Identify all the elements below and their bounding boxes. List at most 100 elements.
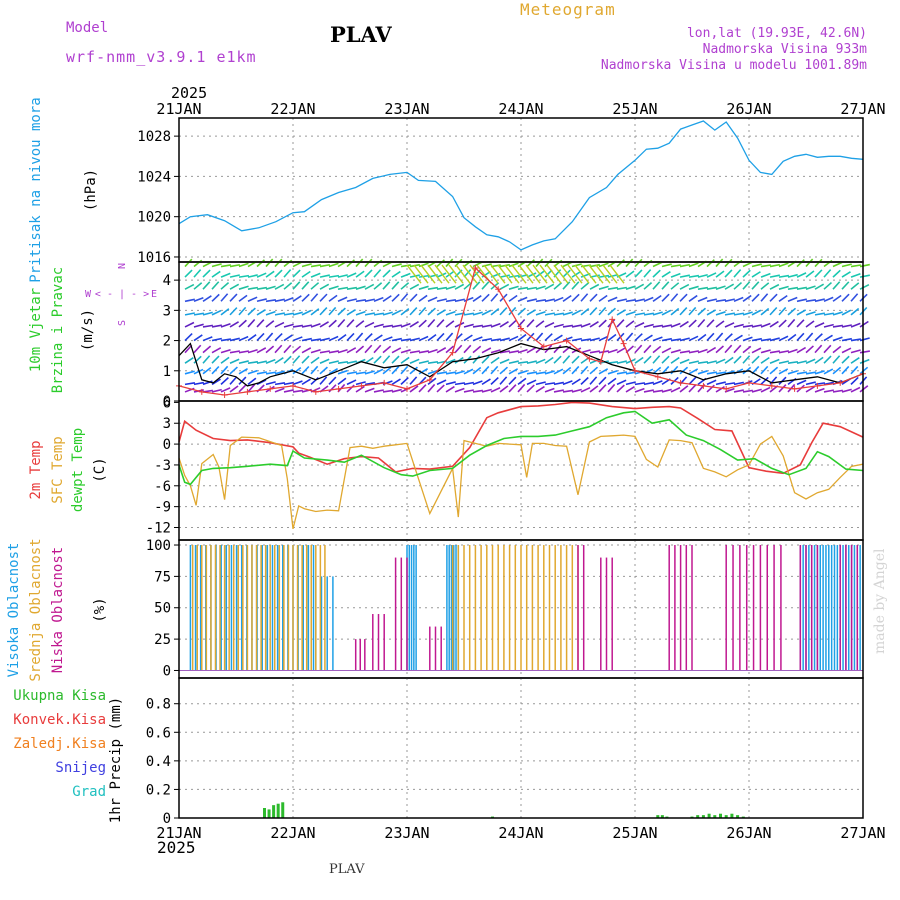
wind-arrow <box>445 298 457 303</box>
wind-arrow <box>560 264 576 284</box>
wind-arrow <box>526 286 537 290</box>
wind-arrow <box>544 333 553 342</box>
precip-legend-1: Konvek.Kisa <box>13 712 106 728</box>
wind-arrow <box>679 293 688 302</box>
wind-arrow <box>292 269 301 278</box>
wind-arrow <box>688 306 697 316</box>
wind-arrow <box>580 322 591 328</box>
wind-arrow <box>733 312 744 316</box>
wind-arrow <box>778 360 789 365</box>
x-tick-top: 21JAN <box>156 100 201 118</box>
wind-arrow <box>796 371 807 375</box>
wind-arrow <box>724 333 733 342</box>
wind-arrow <box>805 371 816 375</box>
wind-arrow <box>472 295 482 302</box>
wind-arrow <box>526 371 537 375</box>
temp-legend-2m: 2m Temp <box>28 440 44 499</box>
wind-arrow <box>571 263 582 268</box>
wind-arrow <box>724 344 733 354</box>
panel-precip: 0 0.2 0.4 0.6 0.8 <box>146 677 864 827</box>
wind-arrow <box>841 347 852 354</box>
wind-arrow <box>580 349 591 354</box>
wind-arrow <box>706 332 715 342</box>
wind-arrow <box>580 376 589 385</box>
wind-arrow <box>814 298 825 303</box>
wind-arrow <box>355 298 367 303</box>
wind-arrow <box>841 309 852 316</box>
wind-arrow <box>472 336 483 342</box>
wind-arrow <box>562 269 571 278</box>
wind-arrow <box>265 285 276 290</box>
precip-legend-4: Grad <box>72 784 106 800</box>
wind-arrow <box>490 356 500 364</box>
wind-arrow <box>588 264 604 284</box>
y-tick-label: 0.2 <box>146 782 171 798</box>
wind-arrow <box>580 282 590 290</box>
wind-arrow <box>274 344 283 354</box>
y-tick-label: 0.8 <box>146 697 171 713</box>
wind-arrow <box>832 294 842 302</box>
wind-arrow <box>805 358 816 364</box>
wind-arrow <box>382 345 392 354</box>
wind-arrow <box>859 358 870 364</box>
y-tick-label: 1 <box>163 364 171 380</box>
wind-arrow <box>688 274 700 278</box>
wind-arrow <box>832 345 842 354</box>
wind-arrow <box>274 312 285 316</box>
wind-arrow <box>553 344 562 354</box>
wind-arrow <box>481 324 492 328</box>
wind-arrow <box>382 389 394 393</box>
wind-arrow <box>184 333 193 342</box>
wind-arrow <box>283 259 293 268</box>
wind-arrow <box>193 323 204 328</box>
wind-arrow <box>193 312 205 316</box>
wind-arrow <box>256 298 267 303</box>
wind-arrow <box>778 274 790 278</box>
wind-arrow <box>670 307 680 316</box>
wind-arrow <box>373 368 384 375</box>
wind-arrow <box>742 294 752 302</box>
wind-arrow <box>508 262 519 268</box>
wind-gust-marker <box>837 379 844 386</box>
wind-arrow <box>274 258 283 268</box>
wind-arrow <box>589 366 599 375</box>
wind-arrow <box>544 356 554 364</box>
wind-arrow <box>715 371 726 375</box>
x-tick-bottom: 25JAN <box>612 824 657 842</box>
x-tick-top: 27JAN <box>840 100 885 118</box>
wind-arrow <box>607 307 617 316</box>
wind-arrow <box>706 286 717 290</box>
wind-arrow <box>787 273 798 278</box>
wind-arrow <box>697 333 707 342</box>
wind-arrow <box>283 323 294 328</box>
elevation-label: Nadmorska Visina 933m <box>702 42 867 57</box>
wind-arrow <box>434 264 450 284</box>
wind-arrow <box>247 274 258 278</box>
wind-arrow <box>706 298 717 303</box>
wind-arrow <box>472 261 483 268</box>
wind-arrow <box>211 347 222 354</box>
y-tick-label: 1016 <box>137 250 171 266</box>
wind-arrow <box>328 319 337 328</box>
wind-arrow <box>778 335 789 342</box>
wind-gust-marker <box>381 379 388 386</box>
wind-arrow <box>679 306 688 316</box>
wind-arrow <box>634 344 643 354</box>
y-tick-label: -6 <box>154 479 171 495</box>
wind-arrow <box>634 387 645 393</box>
wind-arrow <box>463 389 474 393</box>
wind-arrow <box>328 368 339 375</box>
wind-arrow <box>616 371 627 375</box>
wind-gust-marker <box>449 349 456 356</box>
wind-arrow <box>814 387 825 393</box>
wind-arrow <box>427 377 437 386</box>
wind-arrow <box>256 371 267 375</box>
wind-arrow <box>418 335 429 342</box>
wind-arrow <box>643 296 654 303</box>
wind-arrow <box>511 264 527 284</box>
wind-arrow <box>607 286 618 290</box>
wind-arrow <box>589 385 599 393</box>
wind-arrow <box>742 345 752 354</box>
wind-arrow <box>301 355 310 364</box>
wind-arrow <box>328 262 339 268</box>
